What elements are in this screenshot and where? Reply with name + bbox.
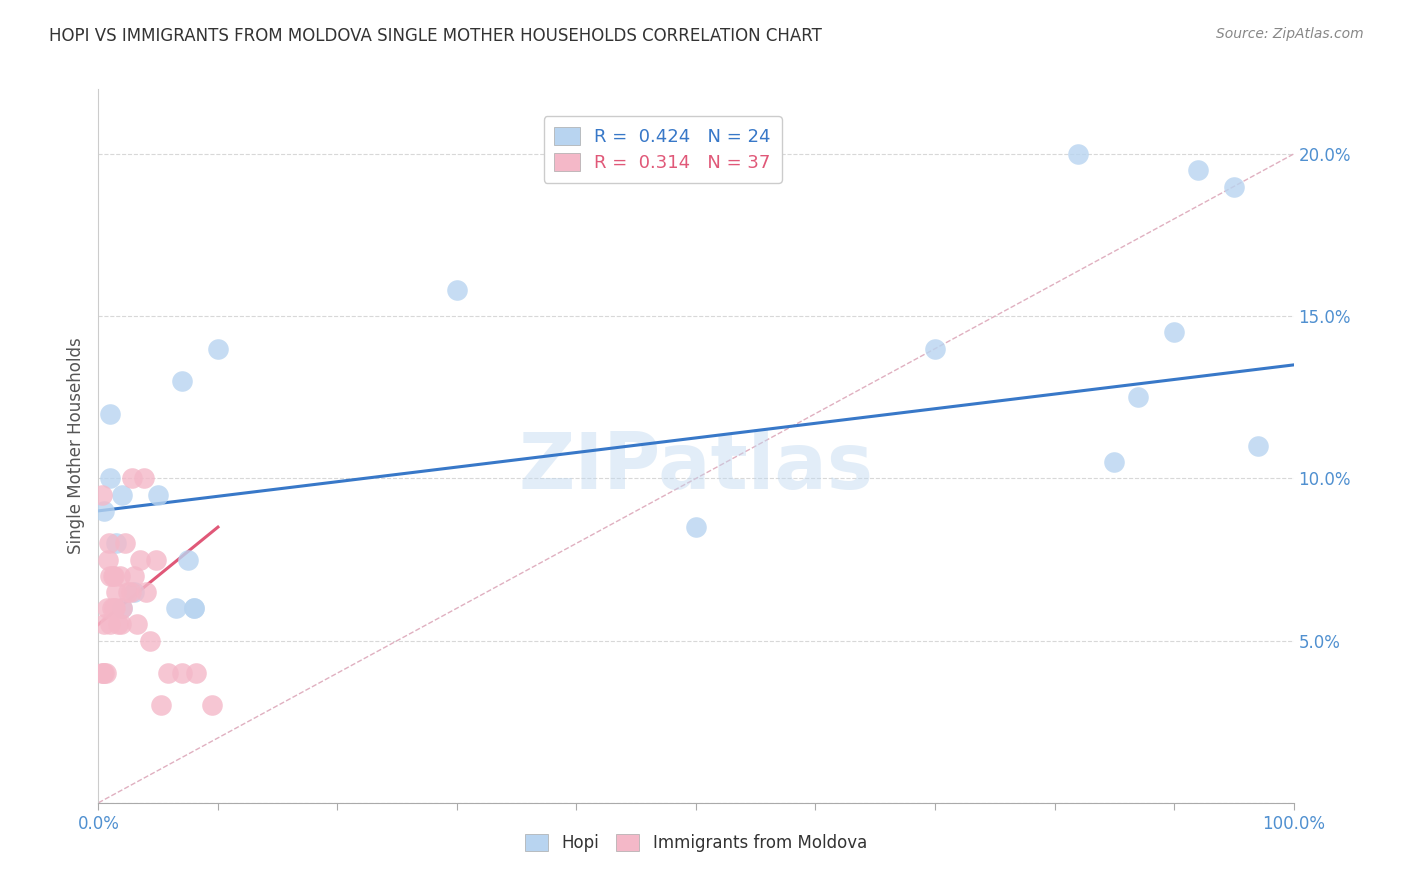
Point <box>93 617 115 632</box>
Point <box>98 536 121 550</box>
Point <box>94 666 117 681</box>
Point <box>177 552 200 566</box>
Point <box>156 666 179 681</box>
Point <box>172 374 194 388</box>
Point <box>172 666 194 681</box>
Point <box>111 601 134 615</box>
Point <box>101 568 124 582</box>
Point <box>91 488 114 502</box>
Point <box>111 601 134 615</box>
Point <box>135 585 157 599</box>
Point <box>1223 179 1246 194</box>
Point <box>165 601 187 615</box>
Point <box>93 666 115 681</box>
Point <box>125 617 148 632</box>
Point <box>100 601 122 615</box>
Point <box>924 342 946 356</box>
Point <box>685 520 707 534</box>
Y-axis label: Single Mother Households: Single Mother Households <box>66 338 84 554</box>
Point <box>183 601 205 615</box>
Point <box>139 633 162 648</box>
Point <box>105 536 128 550</box>
Text: HOPI VS IMMIGRANTS FROM MOLDOVA SINGLE MOTHER HOUSEHOLDS CORRELATION CHART: HOPI VS IMMIGRANTS FROM MOLDOVA SINGLE M… <box>49 27 823 45</box>
Point <box>98 471 122 485</box>
Point <box>1104 455 1126 469</box>
Point <box>201 698 224 713</box>
Point <box>120 585 142 599</box>
Point <box>91 666 114 681</box>
Point <box>1163 326 1185 340</box>
Point <box>98 617 122 632</box>
Point <box>98 407 122 421</box>
Point <box>1067 147 1090 161</box>
Point <box>148 488 170 502</box>
Point <box>91 666 114 681</box>
Point <box>105 585 128 599</box>
Point <box>117 585 139 599</box>
Point <box>104 601 127 615</box>
Legend: Hopi, Immigrants from Moldova: Hopi, Immigrants from Moldova <box>519 827 873 859</box>
Point <box>124 568 146 582</box>
Point <box>129 552 152 566</box>
Point <box>108 568 131 582</box>
Point <box>149 698 172 713</box>
Point <box>111 488 134 502</box>
Point <box>96 601 118 615</box>
Point <box>132 471 155 485</box>
Point <box>114 536 136 550</box>
Point <box>97 552 120 566</box>
Point <box>103 568 125 582</box>
Point <box>145 552 167 566</box>
Point <box>1128 390 1150 404</box>
Point <box>98 568 122 582</box>
Point <box>107 617 129 632</box>
Point <box>103 601 125 615</box>
Point <box>183 601 205 615</box>
Point <box>1247 439 1270 453</box>
Text: ZIPatlas: ZIPatlas <box>519 429 873 506</box>
Point <box>186 666 208 681</box>
Point <box>121 471 143 485</box>
Point <box>124 585 146 599</box>
Point <box>207 342 229 356</box>
Text: Source: ZipAtlas.com: Source: ZipAtlas.com <box>1216 27 1364 41</box>
Point <box>93 504 115 518</box>
Point <box>446 283 468 297</box>
Point <box>110 617 132 632</box>
Point <box>1187 163 1209 178</box>
